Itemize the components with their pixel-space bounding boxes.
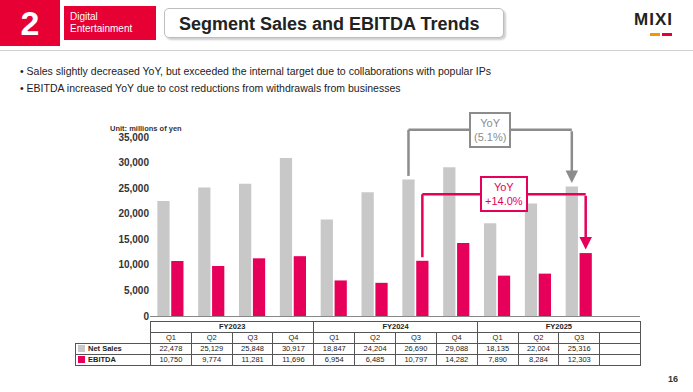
html-text:7,890: 7,890 <box>488 355 507 364</box>
html-text:6,954: 6,954 <box>324 355 344 364</box>
svg-text:35,000: 35,000 <box>118 132 149 143</box>
html-text:11,281: 11,281 <box>241 355 264 364</box>
svg-text:25,000: 25,000 <box>118 183 149 194</box>
svg-text:15,000: 15,000 <box>118 234 149 245</box>
svg-text:YoY+14.0%: YoY+14.0% <box>485 181 523 207</box>
html-text:18,847: 18,847 <box>322 344 346 353</box>
html-text:Q1: Q1 <box>165 333 176 342</box>
html-text:18,135: 18,135 <box>486 344 510 353</box>
html-text:22,478: 22,478 <box>159 344 183 353</box>
html-text:FY2024: FY2024 <box>382 322 409 331</box>
html-text:• EBITDA increased YoY due to: • EBITDA increased YoY due to cost reduc… <box>20 82 401 94</box>
svg-text:0: 0 <box>143 311 149 322</box>
html-text:26,690: 26,690 <box>404 344 428 353</box>
html-text:Q2: Q2 <box>206 333 217 342</box>
html-text:Q4: Q4 <box>451 333 462 342</box>
html-text:14,282: 14,282 <box>445 355 469 364</box>
html-text:Q2: Q2 <box>370 333 381 342</box>
html-text:9,774: 9,774 <box>202 355 222 364</box>
html-text:11,696: 11,696 <box>282 355 305 364</box>
html-text:Q3: Q3 <box>247 333 258 342</box>
html-text:8,284: 8,284 <box>529 355 548 364</box>
html-text:6,485: 6,485 <box>365 355 385 364</box>
html-text:Q3: Q3 <box>574 333 585 342</box>
html-text:Q2: Q2 <box>533 333 544 342</box>
html-text:12,303: 12,303 <box>567 355 591 364</box>
html-text:2: 2 <box>20 4 40 42</box>
html-text:29,088: 29,088 <box>445 344 469 353</box>
html-text:25,848: 25,848 <box>241 344 264 353</box>
html-text:30,917: 30,917 <box>281 344 305 353</box>
html-text:10,750: 10,750 <box>159 355 183 364</box>
html-text:16: 16 <box>668 374 678 384</box>
html-text:Q1: Q1 <box>329 333 340 342</box>
svg-text:30,000: 30,000 <box>118 157 149 168</box>
html-text:25,129: 25,129 <box>200 344 224 353</box>
html-text:• Sales slightly decreased YoY: • Sales slightly decreased YoY, but exce… <box>20 65 491 77</box>
html-text:Segment Sales and EBITDA Trend: Segment Sales and EBITDA Trends <box>179 14 480 34</box>
html-text:Q3: Q3 <box>410 333 421 342</box>
html-text:22,004: 22,004 <box>527 344 550 353</box>
svg-text:Unit: millions of yen: Unit: millions of yen <box>110 124 182 133</box>
html-text:FY2025: FY2025 <box>545 322 572 331</box>
html-text:25,316: 25,316 <box>567 344 591 353</box>
svg-text:10,000: 10,000 <box>118 259 149 270</box>
svg-text:20,000: 20,000 <box>118 208 149 219</box>
html-text:FY2023: FY2023 <box>219 322 246 331</box>
svg-text:YoY(5.1%): YoY(5.1%) <box>474 117 506 143</box>
html-text:Q4: Q4 <box>288 333 299 342</box>
html-text:Q1: Q1 <box>492 333 503 342</box>
svg-text:5,000: 5,000 <box>124 285 149 296</box>
html-text:24,204: 24,204 <box>363 344 387 353</box>
html-text:Net Sales: Net Sales <box>88 344 122 353</box>
html-text:10,797: 10,797 <box>404 355 428 364</box>
html-text:EBITDA: EBITDA <box>88 355 116 364</box>
html-text:MIXI: MIXI <box>634 10 673 29</box>
html-text:Digital Entertainment: Digital Entertainment <box>70 11 133 34</box>
